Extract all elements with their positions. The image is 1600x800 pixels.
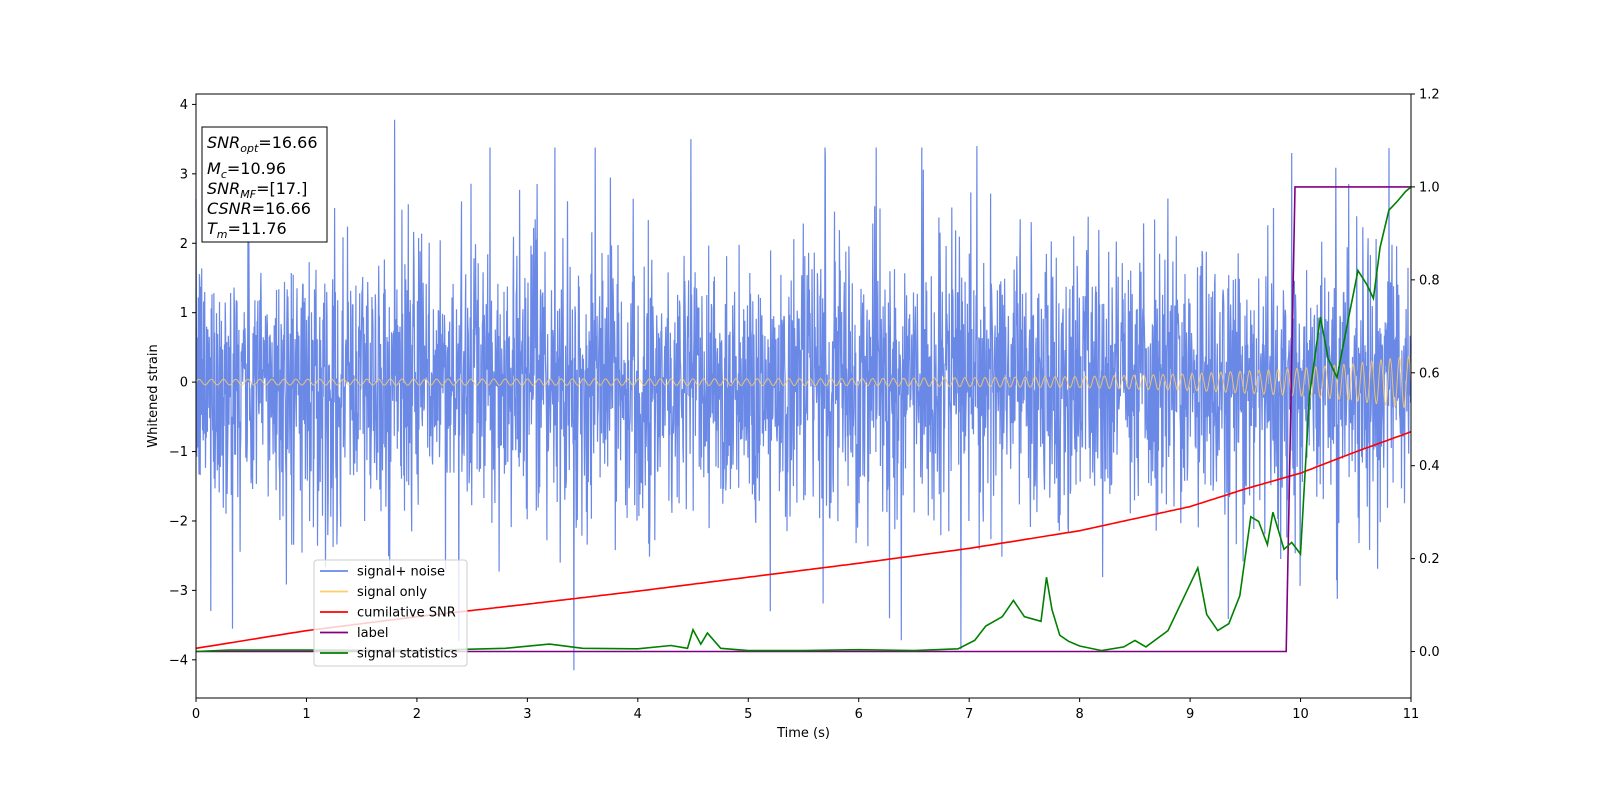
y-left-tick-label: 2 bbox=[180, 237, 188, 252]
signal-only-line bbox=[195, 355, 1412, 409]
stats-line: SNRopt=16.66 bbox=[207, 133, 318, 155]
stats-line: CSNR=16.66 bbox=[207, 199, 311, 218]
x-tick-label: 1 bbox=[302, 707, 310, 722]
y-right-tick-label: 0.2 bbox=[1419, 552, 1440, 567]
stats-box-frame bbox=[201, 126, 328, 243]
y-right-tick-label: 1.2 bbox=[1419, 88, 1440, 103]
x-tick-label: 0 bbox=[192, 707, 200, 722]
legend-label: signal+ noise bbox=[357, 565, 445, 580]
x-tick-label: 7 bbox=[965, 707, 973, 722]
y-right-tick-label: 0.6 bbox=[1419, 366, 1440, 381]
legend-label: cumilative SNR bbox=[357, 606, 456, 621]
legend-label: signal statistics bbox=[357, 647, 458, 662]
legend-label: label bbox=[357, 626, 388, 641]
stats-box: SNRopt=16.66 Mc=10.96SNRMF=[17.]CSNR=16.6… bbox=[201, 126, 328, 243]
y-left-tick-label: 0 bbox=[180, 376, 188, 391]
y-left-tick-label: 1 bbox=[180, 306, 188, 321]
x-tick-label: 8 bbox=[1075, 707, 1083, 722]
x-tick-label: 5 bbox=[744, 707, 752, 722]
y-left-tick-label: −3 bbox=[169, 584, 188, 599]
y-left-tick-label: 3 bbox=[180, 167, 188, 182]
stats-line: Mc=10.96 bbox=[207, 159, 286, 181]
x-tick-label: 4 bbox=[634, 707, 642, 722]
stats-line: Tm=11.76 bbox=[207, 219, 287, 241]
signal-statistics-line bbox=[195, 186, 1412, 653]
y-left-tick-label: −4 bbox=[169, 653, 188, 668]
x-tick-label: 3 bbox=[523, 707, 531, 722]
y-left-tick-label: −1 bbox=[169, 445, 188, 460]
x-tick-label: 11 bbox=[1403, 707, 1420, 722]
x-axis-ticks: 0 1 2 3 4 5 6 7 8 9 10 11 bbox=[192, 698, 1419, 722]
legend-frame bbox=[313, 559, 468, 667]
noise-line bbox=[195, 119, 1412, 671]
signal-noise-series bbox=[195, 119, 1412, 671]
signal-only-series bbox=[195, 355, 1412, 409]
y-axis-right-ticks: 0.0 0.2 0.4 0.6 0.8 1.0 1.2 bbox=[1411, 88, 1440, 660]
y-right-tick-label: 1.0 bbox=[1419, 180, 1440, 195]
y-axis-label: Whitened strain bbox=[146, 344, 161, 447]
y-right-tick-label: 0.4 bbox=[1419, 459, 1440, 474]
y-left-tick-label: 4 bbox=[180, 98, 188, 113]
plot-frame bbox=[195, 93, 1412, 699]
y-left-tick-label: −2 bbox=[169, 514, 188, 529]
y-right-tick-label: 0.8 bbox=[1419, 273, 1440, 288]
x-axis-label: Time (s) bbox=[776, 726, 830, 741]
legend: signal+ noise signal only cumilative SNR la… bbox=[313, 559, 468, 667]
x-tick-label: 2 bbox=[413, 707, 421, 722]
y-axis-left-ticks: −4 −3 −2 −1 0 1 2 3 4 bbox=[169, 98, 196, 668]
y-right-tick-label: 0.0 bbox=[1419, 645, 1440, 660]
stats-line: SNRMF=[17.] bbox=[207, 179, 307, 201]
x-tick-label: 9 bbox=[1186, 707, 1194, 722]
x-tick-label: 10 bbox=[1292, 707, 1309, 722]
x-tick-label: 6 bbox=[855, 707, 863, 722]
legend-label: signal only bbox=[357, 585, 427, 600]
label-line bbox=[196, 186, 1411, 653]
